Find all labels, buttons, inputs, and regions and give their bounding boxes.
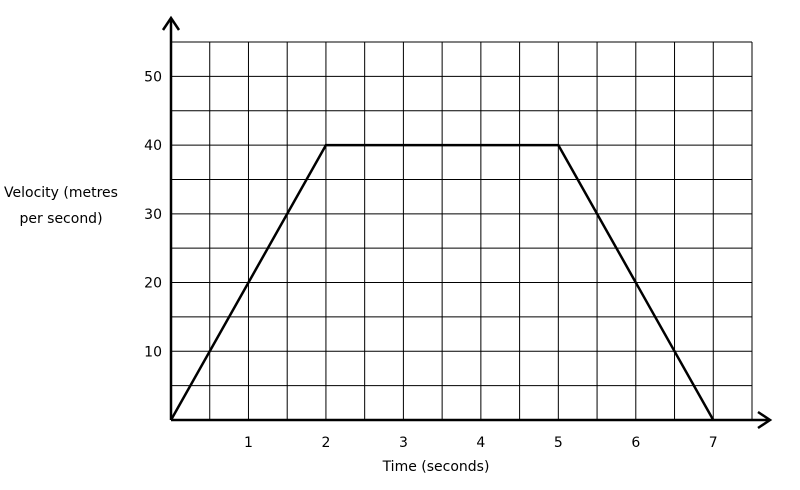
y-axis-label-line-1: Velocity (metres [4,185,118,201]
x-tick-label: 3 [399,435,408,451]
x-tick-label: 1 [244,435,253,451]
y-tick-label: 40 [144,138,162,154]
y-tick-label: 10 [144,344,162,360]
x-tick-label: 2 [321,435,330,451]
x-tick-label: 4 [476,435,485,451]
x-tick-label: 6 [631,435,640,451]
velocity-series-line [169,143,715,421]
tick-labels: 1 2 3 4 5 6 7 10 20 30 40 50 [144,69,718,451]
y-tick-label: 20 [144,276,162,292]
grid [171,41,753,420]
y-tick-label: 50 [144,69,162,85]
x-tick-label: 7 [709,435,718,451]
y-axis-arrow-icon [161,15,181,31]
x-axis-arrow-icon [757,410,773,430]
x-tick-label: 5 [554,435,563,451]
y-axis-label-line-2: per second) [19,211,102,227]
axes [161,15,773,430]
x-axis-label: Time (seconds) [382,459,490,475]
y-tick-label: 30 [144,207,162,223]
